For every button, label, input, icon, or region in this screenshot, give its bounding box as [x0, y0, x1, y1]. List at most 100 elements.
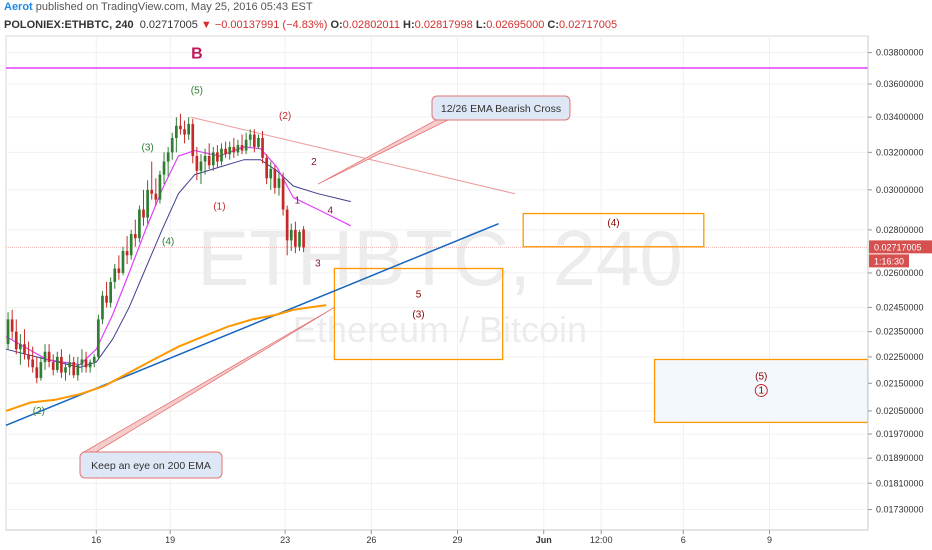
candle: [240, 145, 244, 151]
candle: [195, 156, 199, 171]
resistance-trendline: [190, 116, 516, 195]
high-label: H:: [403, 19, 415, 31]
price-change: ▼ −0.00137991 (−4.83%): [200, 19, 328, 31]
candle: [84, 359, 88, 368]
candle: [228, 146, 232, 155]
candle: [121, 251, 125, 273]
candle: [27, 354, 30, 360]
price-tick-label: 0.02450000: [876, 302, 924, 312]
candle: [269, 168, 273, 179]
publish-info: published on TradingView.com, May 25, 20…: [35, 1, 313, 13]
close-label: C:: [547, 19, 560, 31]
low-value: 0.02695000: [486, 19, 545, 31]
candle: [51, 362, 55, 370]
candle: [113, 268, 117, 282]
candle: [142, 209, 145, 218]
candle: [6, 319, 10, 345]
candle: [19, 344, 22, 350]
close-value: 0.02717005: [559, 19, 618, 31]
candle: [294, 229, 297, 247]
candle: [60, 356, 63, 373]
box-wave-label: 1: [758, 385, 764, 396]
wave-label: 2: [311, 157, 317, 168]
time-tick-label: 26: [366, 535, 376, 545]
candle: [101, 295, 104, 320]
candle: [39, 362, 43, 378]
candle: [133, 234, 137, 239]
countdown-value: 1:16:30: [874, 256, 904, 266]
price-tick-label: 0.01890000: [876, 453, 924, 463]
candle: [281, 178, 285, 210]
ohlc-bar: POLONIEX:ETHBTC, 240 0.02717005 ▼ −0.001…: [0, 17, 932, 33]
watermark-symbol: ETHBTC, 240: [197, 214, 682, 302]
candle: [244, 139, 248, 151]
candle: [105, 295, 108, 303]
candle: [175, 125, 178, 139]
candle: [47, 351, 51, 363]
time-tick-label: 12:00: [590, 535, 613, 545]
box-wave-label: (5): [755, 372, 767, 383]
target-box: [333, 267, 504, 361]
candle: [216, 152, 219, 162]
candle: [109, 281, 113, 303]
candle: [150, 189, 154, 194]
time-tick-label: 19: [165, 535, 175, 545]
box-wave-label: 5: [416, 290, 422, 301]
price-axis: [868, 36, 932, 530]
candle: [166, 152, 170, 162]
wave-label: 1: [295, 196, 301, 207]
current-price-tag: [869, 240, 932, 254]
candle: [236, 145, 240, 153]
ema-26-line: [5, 159, 351, 368]
candle: [265, 157, 268, 179]
publish-bar: Aerot published on TradingView.com, May …: [0, 0, 932, 14]
candle: [257, 138, 260, 147]
candle: [183, 129, 186, 135]
callout-text: Keep an eye on 200 EMA: [91, 460, 211, 472]
candle: [170, 138, 174, 153]
callout-box: [79, 451, 223, 479]
candle: [232, 146, 236, 153]
candle: [97, 319, 100, 357]
target-box: [522, 212, 705, 248]
candle: [146, 189, 149, 218]
callout-box: [431, 95, 571, 121]
candle: [55, 356, 59, 370]
candle: [211, 152, 215, 166]
candle: [154, 193, 158, 200]
open-label: O:: [330, 19, 343, 31]
candle: [207, 156, 211, 166]
candle: [289, 229, 293, 241]
time-tick-label: 29: [453, 535, 463, 545]
candle: [248, 134, 252, 140]
candle: [261, 138, 264, 158]
candle: [298, 231, 301, 247]
high-value: 0.02817998: [414, 19, 473, 31]
candle: [72, 362, 76, 376]
open-value: 0.02802011: [342, 19, 400, 31]
candle: [125, 251, 129, 256]
current-price-value: 0.02717005: [874, 242, 922, 252]
target-box: [653, 358, 869, 424]
candle: [43, 351, 47, 363]
symbol-label[interactable]: POLONIEX:ETHBTC, 240: [4, 19, 134, 31]
candle: [187, 124, 190, 135]
candle: [203, 156, 207, 162]
price-tick-label: 0.02050000: [876, 406, 924, 416]
countdown-tag: [869, 254, 909, 268]
watermark-description: Ethereum / Bitcoin: [293, 309, 587, 350]
candle: [76, 364, 80, 376]
price-tick-label: 0.02350000: [876, 327, 924, 337]
price-tick-label: 0.02600000: [876, 268, 924, 278]
wave-label: (1): [213, 202, 225, 213]
author-link[interactable]: Aerot: [4, 1, 33, 13]
candle: [129, 234, 133, 256]
candle: [117, 268, 121, 273]
time-tick-label: Jun: [536, 535, 552, 545]
candle: [224, 148, 227, 155]
time-tick-label: 6: [681, 535, 686, 545]
candle: [220, 148, 223, 162]
price-tick-label: 0.03000000: [876, 185, 924, 195]
price-tick-label: 0.02150000: [876, 378, 924, 388]
